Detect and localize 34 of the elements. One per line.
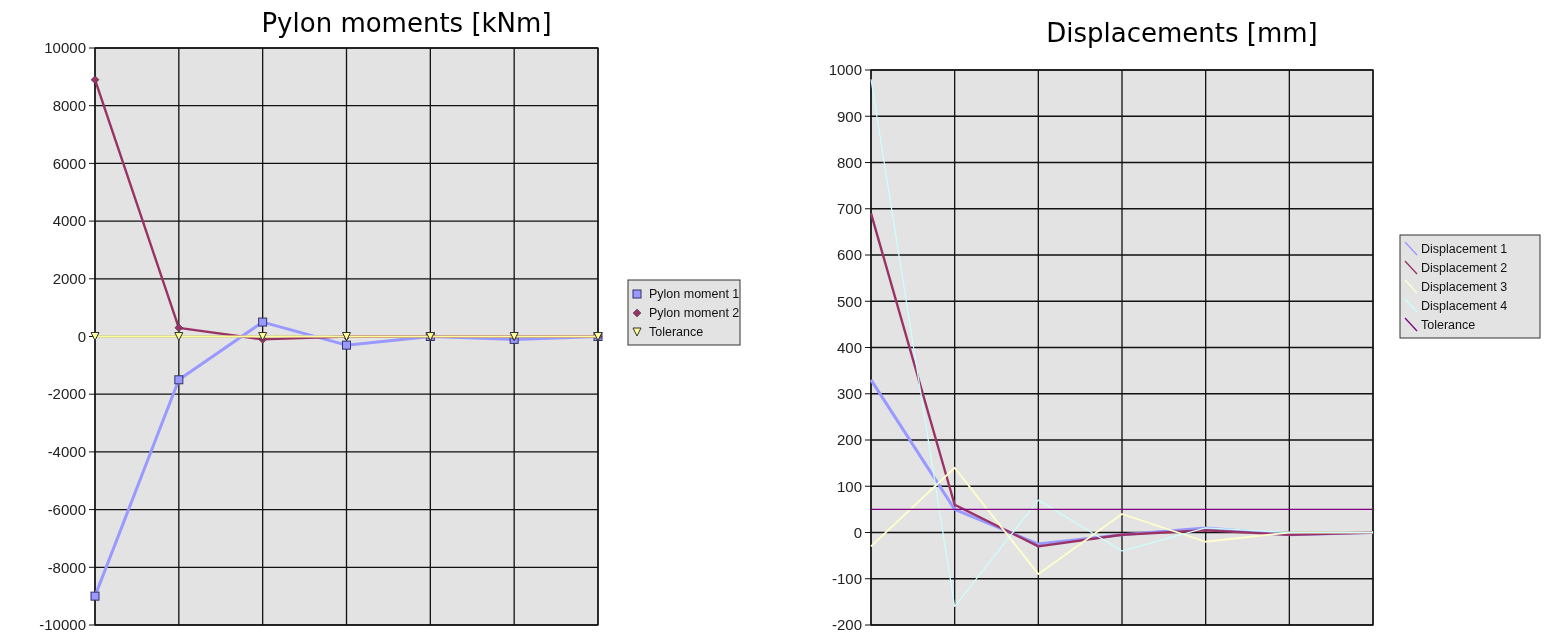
legend-label: Pylon moment 1 [649, 287, 740, 302]
legend-label: Displacement 3 [1421, 280, 1508, 295]
y-tick-label: 400 [836, 338, 862, 356]
y-tick-label: 500 [836, 292, 862, 310]
y-tick-label: -6000 [47, 500, 86, 518]
y-tick-label: 600 [836, 246, 862, 264]
y-tick-label: 4000 [52, 212, 86, 230]
y-tick-label: -100 [831, 570, 862, 587]
legend-label: Tolerance [1421, 318, 1476, 333]
y-tick-label: 6000 [52, 154, 86, 172]
y-tick-label: 8000 [52, 96, 86, 114]
y-tick-label: 2000 [52, 270, 86, 288]
legend-label: Tolerance [649, 325, 704, 340]
y-tick-label: -10000 [39, 616, 86, 634]
y-tick-label: 100 [836, 477, 862, 495]
legend-label: Displacement 4 [1421, 299, 1508, 314]
y-tick-label: 1000 [828, 61, 862, 79]
y-tick-label: 300 [836, 385, 862, 402]
legend-label: Pylon moment 2 [649, 306, 740, 321]
y-tick-label: -8000 [47, 558, 86, 576]
chart-title: Pylon moments [kNm] [261, 8, 552, 38]
y-tick-label: 800 [836, 153, 862, 171]
y-tick-label: -4000 [47, 443, 86, 461]
legend-label: Displacement 2 [1421, 261, 1508, 276]
y-tick-label: 700 [836, 200, 862, 217]
y-tick-label: -200 [831, 616, 862, 634]
y-tick-label: 0 [853, 523, 862, 541]
y-tick-label: -2000 [47, 385, 86, 403]
y-tick-label: 900 [836, 107, 862, 125]
y-tick-label: 10000 [44, 39, 86, 57]
y-tick-label: 0 [77, 327, 86, 345]
chart-title: Displacements [mm] [1046, 18, 1318, 48]
legend-label: Displacement 1 [1421, 242, 1508, 257]
y-tick-label: 200 [836, 431, 862, 449]
